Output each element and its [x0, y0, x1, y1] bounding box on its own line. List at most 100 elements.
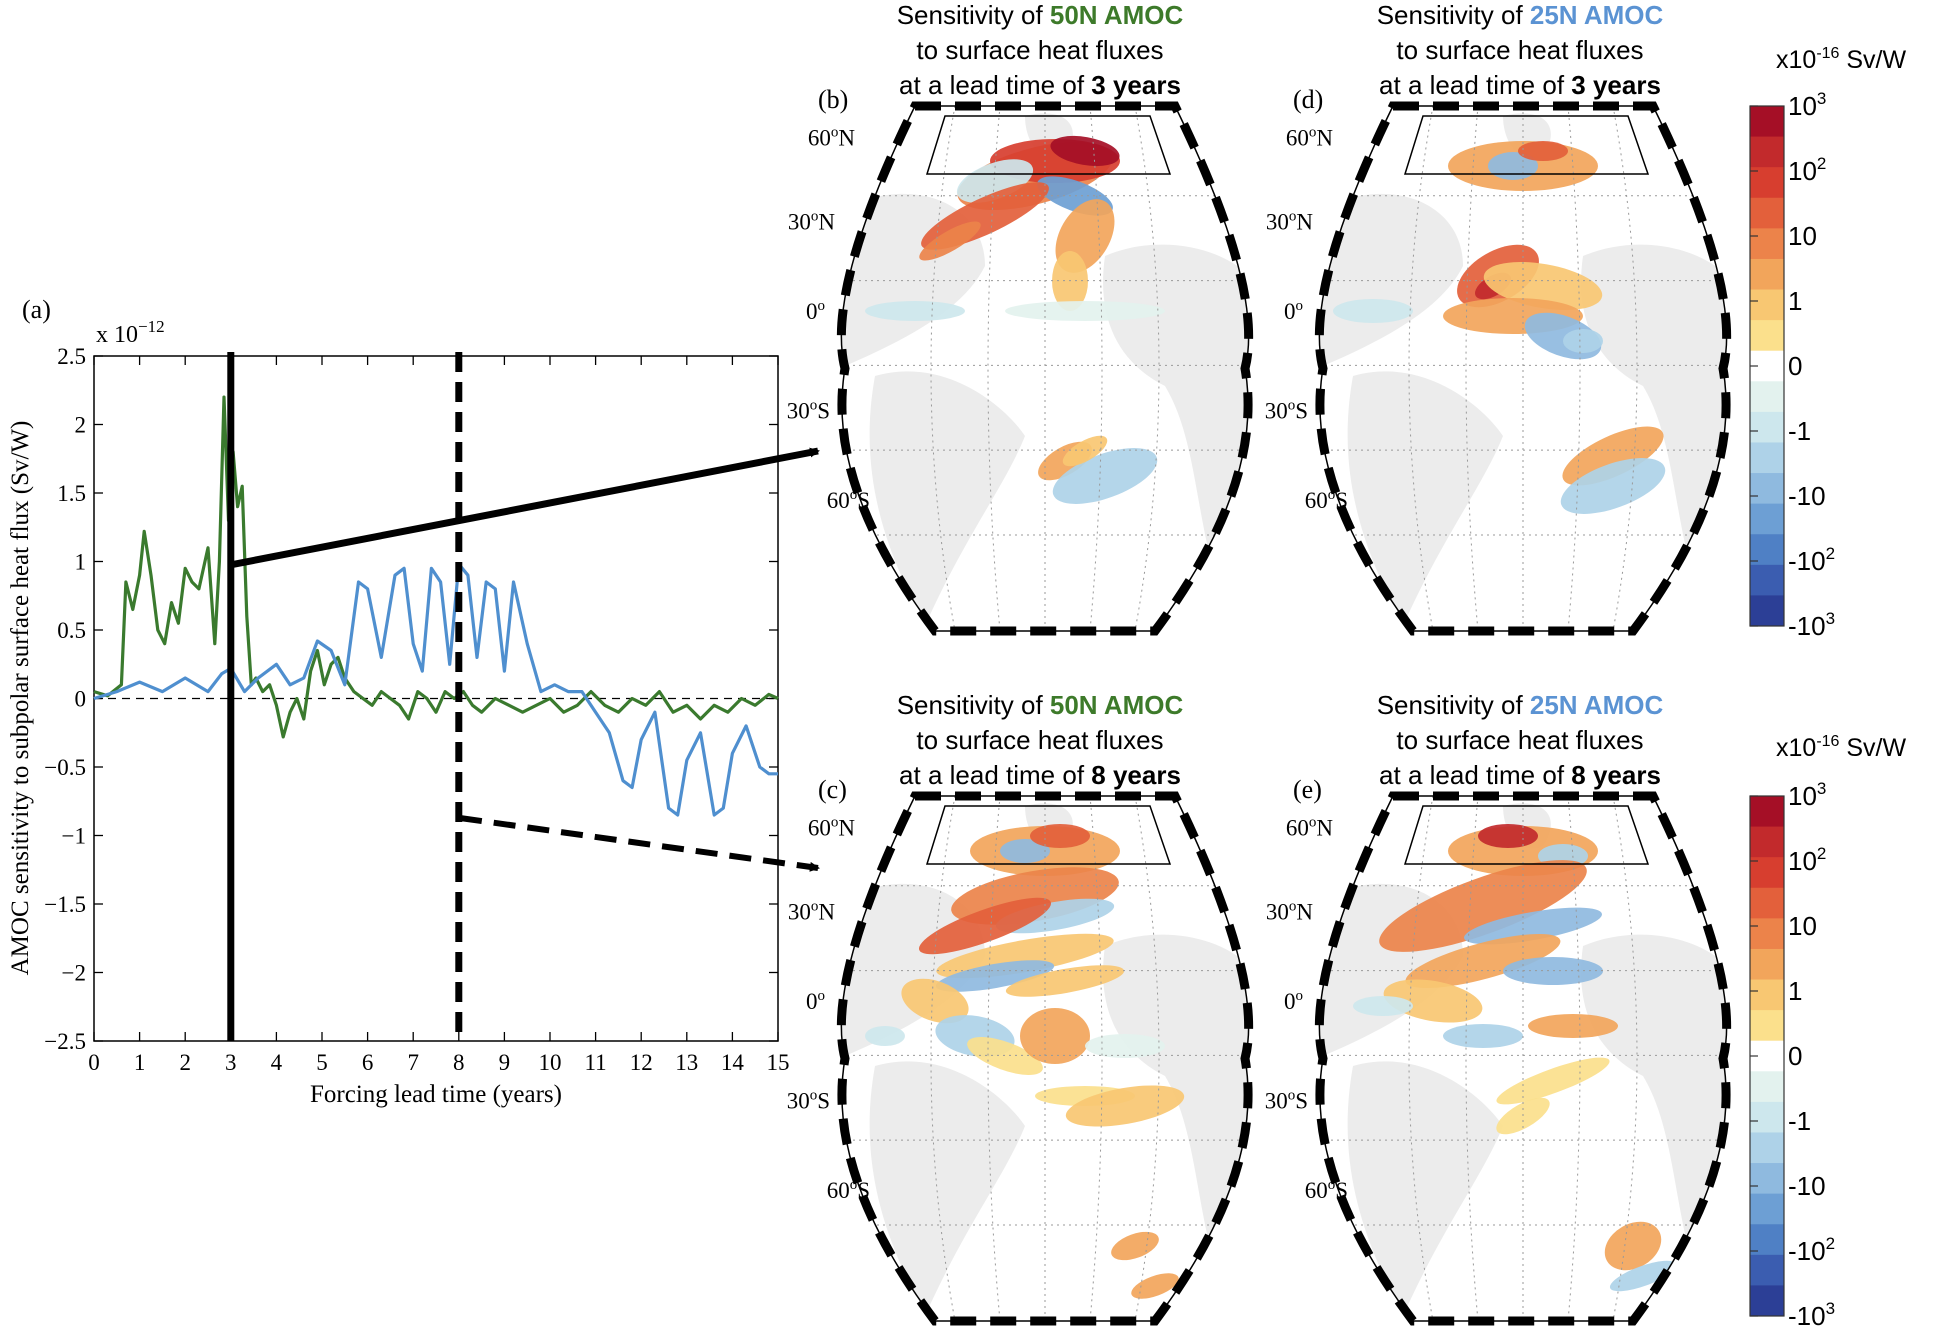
map-panels: 60oN 30oN 0o 30oS 60oS (b) Sensitivity of 50N …	[787, 0, 1732, 1326]
colorbar-tick-label: -102	[1788, 544, 1835, 576]
colorbar-tick-label: -1	[1788, 416, 1811, 446]
map-title-line3: at a lead time of 3 years	[1379, 70, 1661, 100]
south-america-land	[869, 371, 1025, 626]
colorbar-swatch	[1750, 411, 1784, 443]
map-title-line2: to surface heat fluxes	[916, 725, 1163, 755]
map-frame-outline	[840, 105, 1250, 632]
latitude-label: 30oS	[1265, 1088, 1308, 1114]
sensitivity-blob	[1020, 1008, 1090, 1064]
sensitivity-blob	[1000, 839, 1050, 863]
y-tick-label: −2.5	[44, 1029, 86, 1054]
map-title-line2: to surface heat fluxes	[1396, 35, 1643, 65]
graticule-meridian	[1408, 796, 1434, 1321]
map-title-line3: at a lead time of 8 years	[899, 760, 1181, 790]
colorbar-swatch	[1750, 1163, 1784, 1195]
y-tick-label: −1.5	[44, 892, 86, 917]
latitude-label: 30oN	[788, 899, 836, 925]
arrow-to-panel-b	[229, 447, 820, 569]
sensitivity-blob	[1609, 1260, 1677, 1292]
sensitivity-blob	[1111, 1231, 1159, 1261]
colorbar-tick-label: -103	[1788, 609, 1835, 641]
latitude-label: 30oS	[787, 1088, 830, 1114]
colorbar-swatch	[1750, 503, 1784, 535]
colorbar-swatch	[1750, 595, 1784, 627]
latitude-label: 0o	[806, 988, 825, 1014]
sensitivity-blob	[1528, 1014, 1618, 1038]
colorbar-swatch	[1750, 948, 1784, 981]
y-tick-label: −2	[62, 961, 86, 986]
colorbar-swatch	[1750, 918, 1784, 950]
colorbar-tick-label: 1	[1788, 976, 1802, 1006]
sensitivity-blob	[935, 960, 1055, 992]
colorbar-swatch	[1750, 826, 1784, 858]
graticule-meridian	[1134, 796, 1160, 1321]
colorbar-tick-label: -103	[1788, 1299, 1835, 1326]
colorbar-swatch	[1750, 1071, 1784, 1103]
colorbar-swatch	[1750, 473, 1784, 505]
sensitivity-blob	[1464, 907, 1602, 945]
series-group	[93, 395, 779, 817]
subpolar-region-box	[1403, 805, 1650, 865]
map-panel-c: 60oN 30oN 0o 30oS 60oS (c) Sensitivity of 50N …	[787, 690, 1254, 1326]
map-title-line1: Sensitivity of 50N AMOC	[897, 690, 1184, 720]
colorbar-swatch	[1750, 1132, 1784, 1164]
map-title-line3: at a lead time of 3 years	[899, 70, 1181, 100]
graticule-meridian	[1089, 106, 1103, 631]
y-tick-label: 2.5	[57, 344, 86, 369]
colorbar-swatch	[1750, 1193, 1784, 1225]
colorbar-swatch	[1750, 887, 1784, 919]
map-panel-e: 60oN 30oN 0o 30oS 60oS (e) Sensitivity of 25N …	[1265, 690, 1732, 1326]
graticule-meridian	[1612, 106, 1638, 631]
sensitivity-blob	[1379, 860, 1587, 952]
arrow-to-panel-c	[459, 815, 820, 872]
colorbar-tick-label: 10	[1788, 911, 1817, 941]
colorbar-swatch	[1750, 857, 1784, 889]
sensitivity-blob	[865, 1026, 905, 1046]
graticule-meridian	[1465, 796, 1479, 1321]
sensitivity-blob	[1005, 965, 1125, 997]
sensitivity-blob	[1488, 152, 1538, 180]
sensitivity-blob	[1405, 933, 1561, 989]
colorbar-swatch	[1750, 1010, 1784, 1042]
graticule-meridian	[987, 106, 1001, 631]
map-title-line2: to surface heat fluxes	[1396, 725, 1643, 755]
colorbar-swatch	[1750, 106, 1784, 138]
colorbar-swatch	[1750, 320, 1784, 352]
latitude-label: 60oS	[827, 1177, 870, 1203]
south-america-land	[869, 1061, 1025, 1316]
latitude-label: 60oN	[1286, 125, 1334, 151]
map-title-line3: at a lead time of 8 years	[1379, 760, 1661, 790]
colorbar-swatch	[1750, 136, 1784, 168]
sensitivity-blob	[1560, 458, 1666, 514]
x-tick-label: 0	[88, 1050, 100, 1075]
y-tick-label: −1	[62, 824, 86, 849]
map-title-line1: Sensitivity of 50N AMOC	[897, 0, 1184, 30]
sensitivity-blob	[1005, 301, 1165, 321]
latitude-label: 60oS	[1305, 487, 1348, 513]
y-tick-label: 0.5	[57, 618, 86, 643]
x-tick-label: 15	[767, 1050, 790, 1075]
colorbar-swatch	[1750, 564, 1784, 596]
colorbar-swatch	[1750, 1101, 1784, 1133]
x-tick-label: 13	[675, 1050, 698, 1075]
x-tick-label: 9	[499, 1050, 511, 1075]
south-america-land	[1347, 1061, 1503, 1316]
graticule-meridian	[1465, 106, 1479, 631]
map-title-line2: to surface heat fluxes	[916, 35, 1163, 65]
colorbar-tick-label: 102	[1788, 154, 1826, 186]
colorbar-tick-label: -10	[1788, 481, 1826, 511]
colorbar-swatch	[1750, 228, 1784, 260]
colorbar-tick-label: 1	[1788, 286, 1802, 316]
x-tick-label: 14	[721, 1050, 745, 1075]
latitude-label: 30oN	[1266, 899, 1314, 925]
map-panel-d: 60oN 30oN 0o 30oS 60oS (d) Sensitivity of 25N …	[1265, 0, 1732, 636]
colorbar-unit-label: x10-16 Sv/W	[1776, 45, 1907, 74]
graticule-meridian	[1089, 796, 1103, 1321]
panel-label: (d)	[1293, 85, 1323, 114]
sensitivity-blob	[1562, 426, 1664, 486]
latitude-label: 0o	[806, 298, 825, 324]
sensitivity-blob	[1062, 435, 1108, 467]
x-tick-label: 11	[585, 1050, 607, 1075]
